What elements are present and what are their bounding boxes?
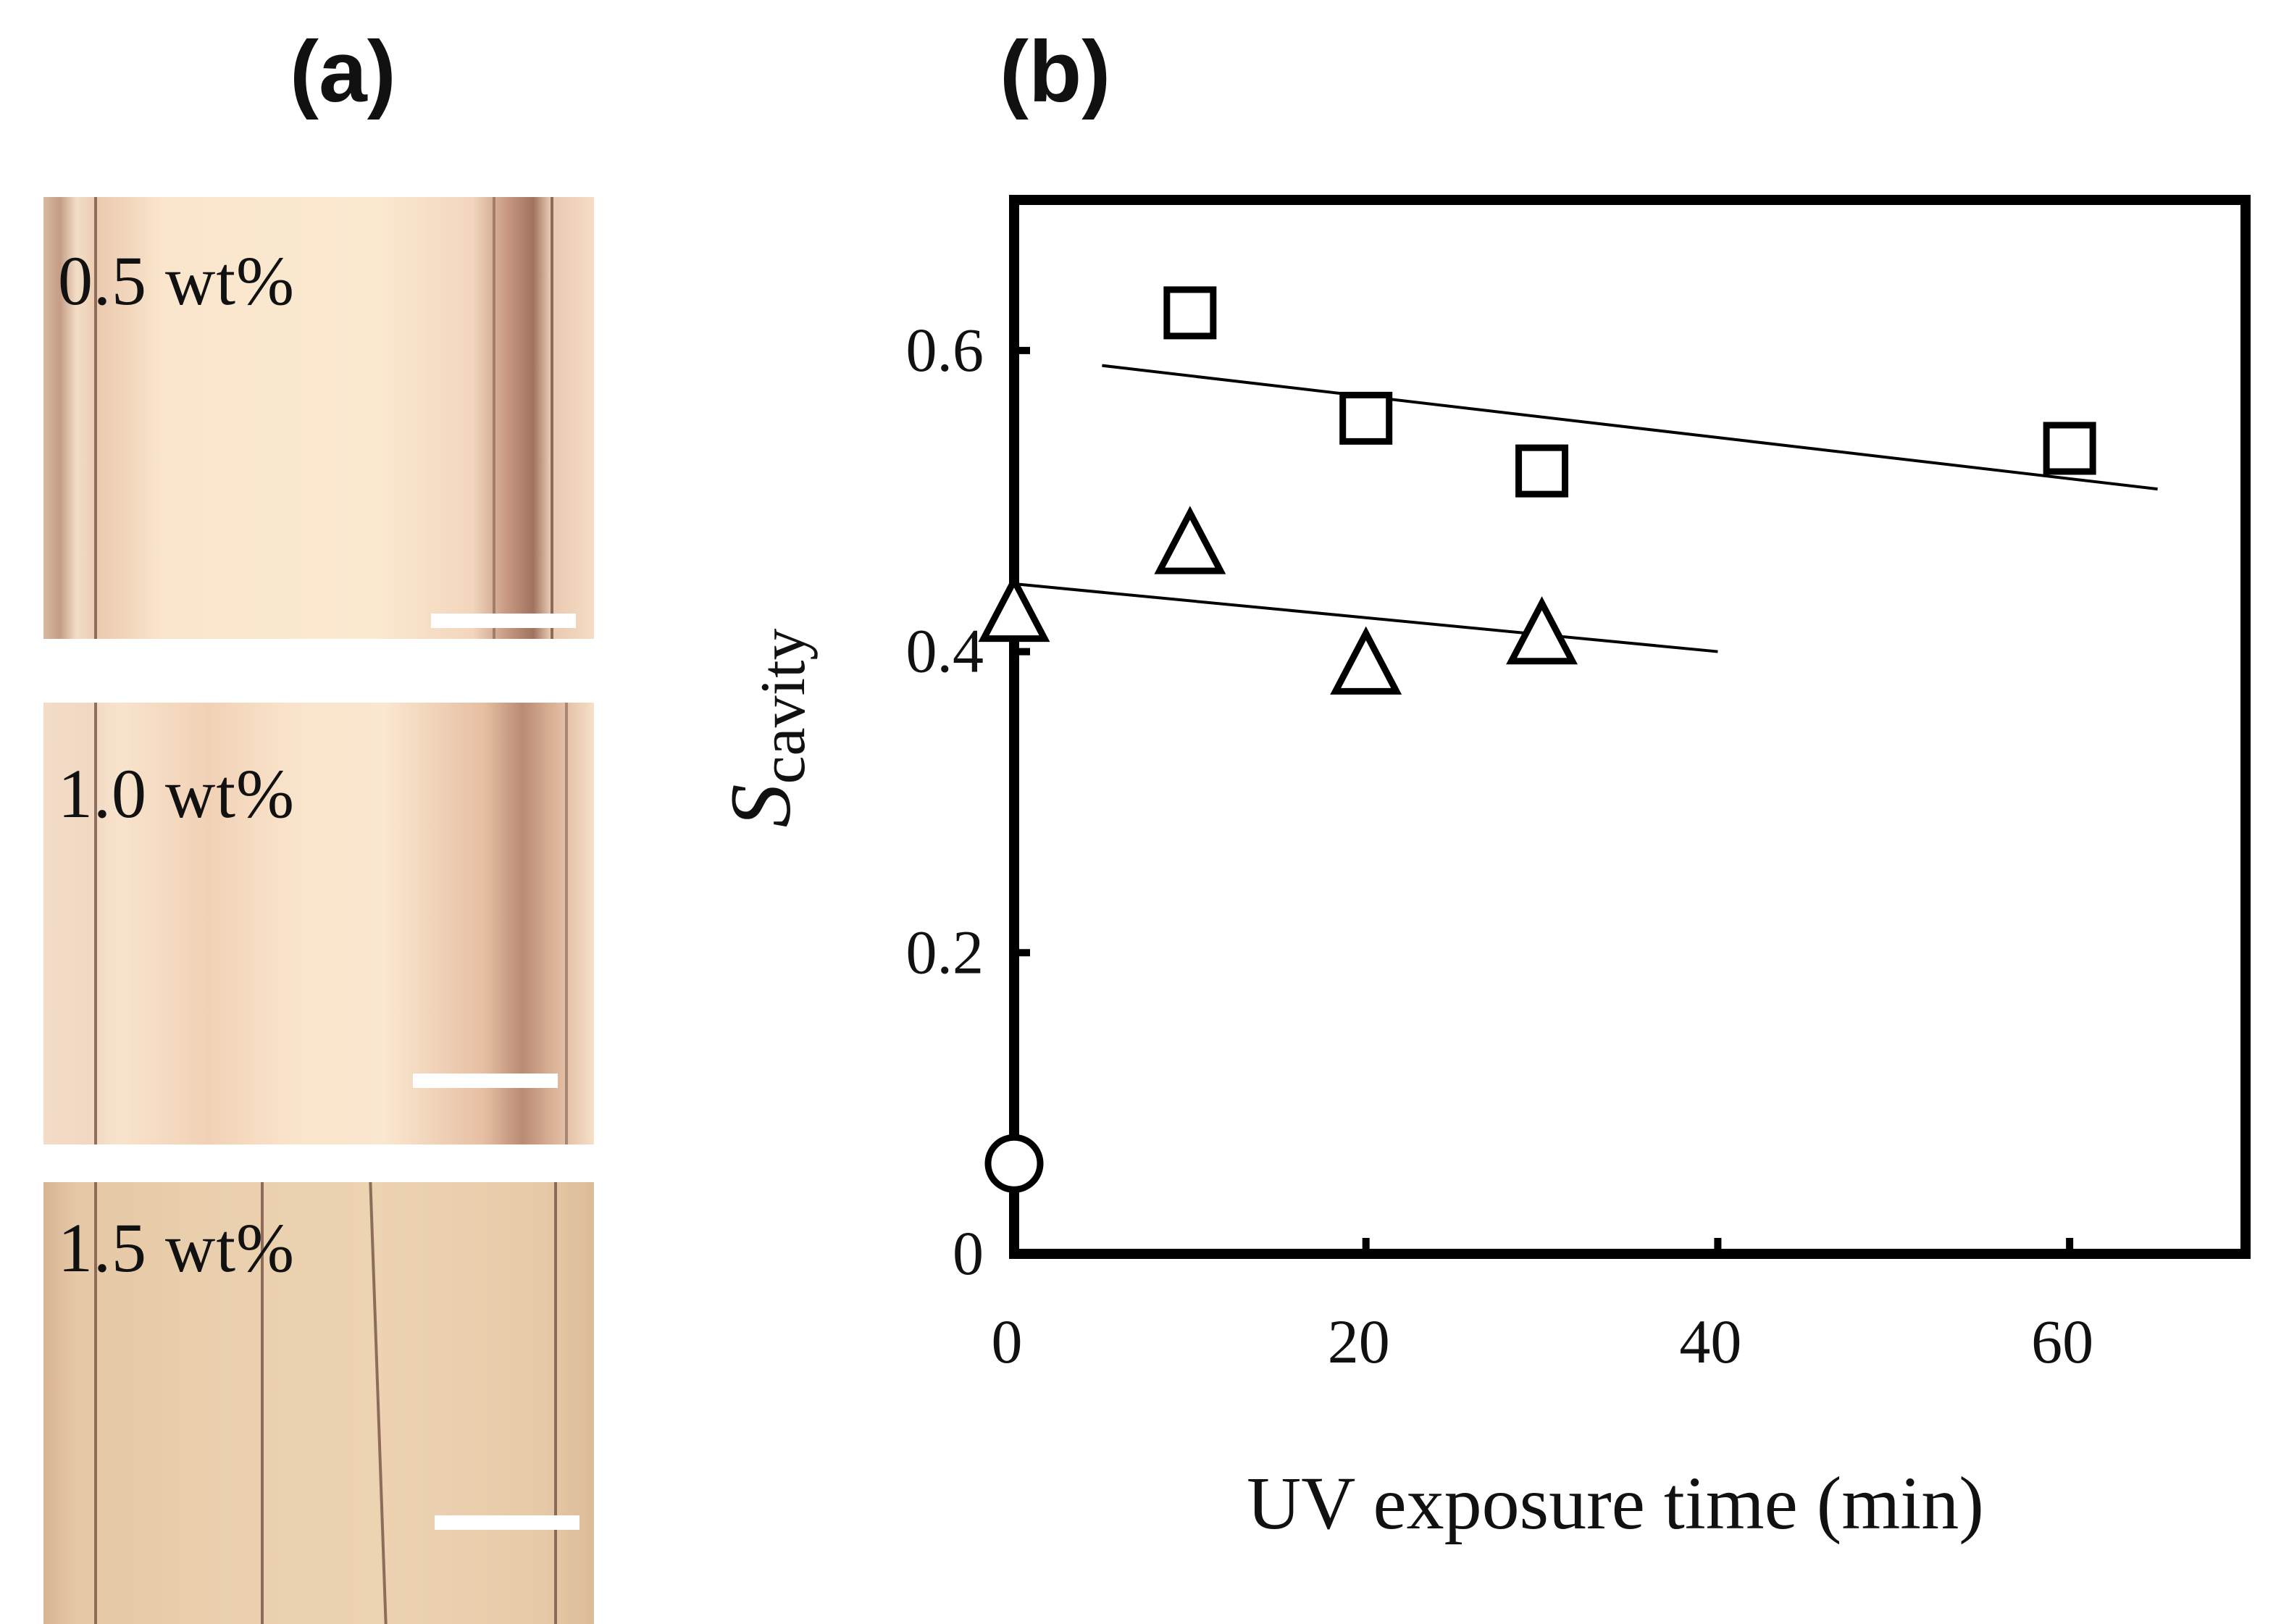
triangle-marker: [1154, 506, 1226, 574]
y-tick-label: 0.2: [906, 917, 984, 987]
y-tick-label: 0.4: [906, 616, 984, 686]
x-axis-ticks: 0 20 40 60: [992, 1238, 2093, 1376]
micrograph-label: 0.5 wt%: [58, 242, 295, 319]
y-tick-label: 0: [953, 1218, 984, 1288]
square-marker: [1515, 444, 1569, 498]
plot-frame: [1009, 195, 2251, 1259]
fit-lines: [1013, 364, 2158, 653]
x-axis-title: UV exposure time (min): [1247, 1462, 1984, 1545]
panel-label-a: (a): [290, 23, 396, 120]
x-tick-label: 40: [1679, 1307, 1741, 1376]
micrograph-label: 1.5 wt%: [58, 1209, 295, 1286]
circle-marker: [984, 1134, 1044, 1193]
triangle-marker: [1506, 596, 1578, 665]
x-tick-label: 0: [992, 1307, 1023, 1376]
panel-label-b: (b): [1000, 23, 1111, 120]
data-points: [978, 286, 2096, 1193]
y-axis-title: Scavity: [712, 628, 819, 827]
micrograph-1-0-wt: 1.0 wt%: [43, 703, 594, 1144]
x-tick-label: 20: [1328, 1307, 1390, 1376]
micrograph-0-5-wt: 0.5 wt%: [43, 197, 594, 639]
scale-bar: [431, 614, 576, 628]
scale-bar: [413, 1073, 558, 1088]
triangle-marker: [1330, 626, 1402, 695]
micrograph-1-5-wt: 1.5 wt%: [43, 1182, 594, 1624]
micrograph-label: 1.0 wt%: [58, 755, 295, 832]
scale-bar: [435, 1515, 579, 1530]
y-axis-ticks: 0 0.2 0.4 0.6: [906, 315, 1030, 1288]
square-marker: [1339, 391, 1393, 445]
y-tick-label: 0.6: [906, 315, 984, 385]
fit-line-square: [1102, 364, 2158, 491]
square-marker: [1163, 286, 1217, 340]
x-tick-label: 60: [2031, 1307, 2093, 1376]
scatter-chart: 0 0.2 0.4 0.6 0 20 40 60 UV exposure time (min…: [712, 195, 2251, 1545]
square-marker: [2043, 422, 2096, 475]
triangle-marker: [978, 573, 1050, 643]
fit-line-triangle: [1013, 582, 1718, 653]
